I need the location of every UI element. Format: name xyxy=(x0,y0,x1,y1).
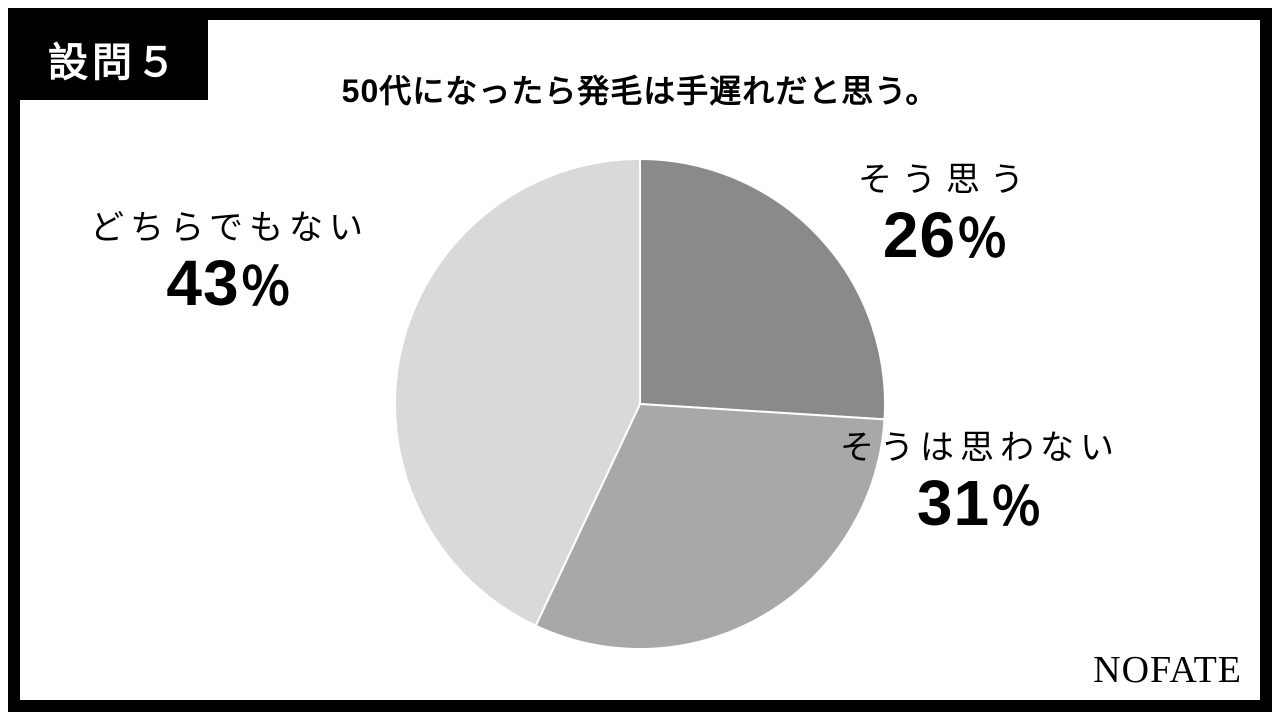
slice-label-agree: そう思う 26％ xyxy=(858,152,1034,267)
slice-label-neither: どちらでもない 43％ xyxy=(90,200,369,315)
slice-value: 31 xyxy=(917,467,990,539)
slice-value: 43 xyxy=(166,247,239,319)
slice-label-disagree: そうは思わない 31％ xyxy=(840,420,1120,535)
question-tag: 設問５ xyxy=(20,20,208,100)
slice-name: そうは思わない xyxy=(840,420,1120,469)
pie-chart-area: そう思う 26％ そうは思わない 31％ どちらでもない 43％ xyxy=(20,130,1260,700)
question-tag-label: 設問５ xyxy=(48,41,180,85)
brand-logo-text: NOFATE xyxy=(1093,648,1242,692)
pie-slice xyxy=(640,159,885,419)
slice-value: 26 xyxy=(883,199,956,271)
question-text: 50代になったら発毛は手遅れだと思う。 xyxy=(342,66,939,112)
slide-frame: 設問５ 50代になったら発毛は手遅れだと思う。 そう思う 26％ そうは思わない… xyxy=(8,8,1272,712)
slice-name: そう思う xyxy=(858,152,1034,201)
slice-name: どちらでもない xyxy=(90,200,369,249)
percent-sign: ％ xyxy=(240,259,293,317)
pie-chart xyxy=(395,159,885,649)
percent-sign: ％ xyxy=(990,479,1043,537)
percent-sign: ％ xyxy=(956,211,1009,269)
